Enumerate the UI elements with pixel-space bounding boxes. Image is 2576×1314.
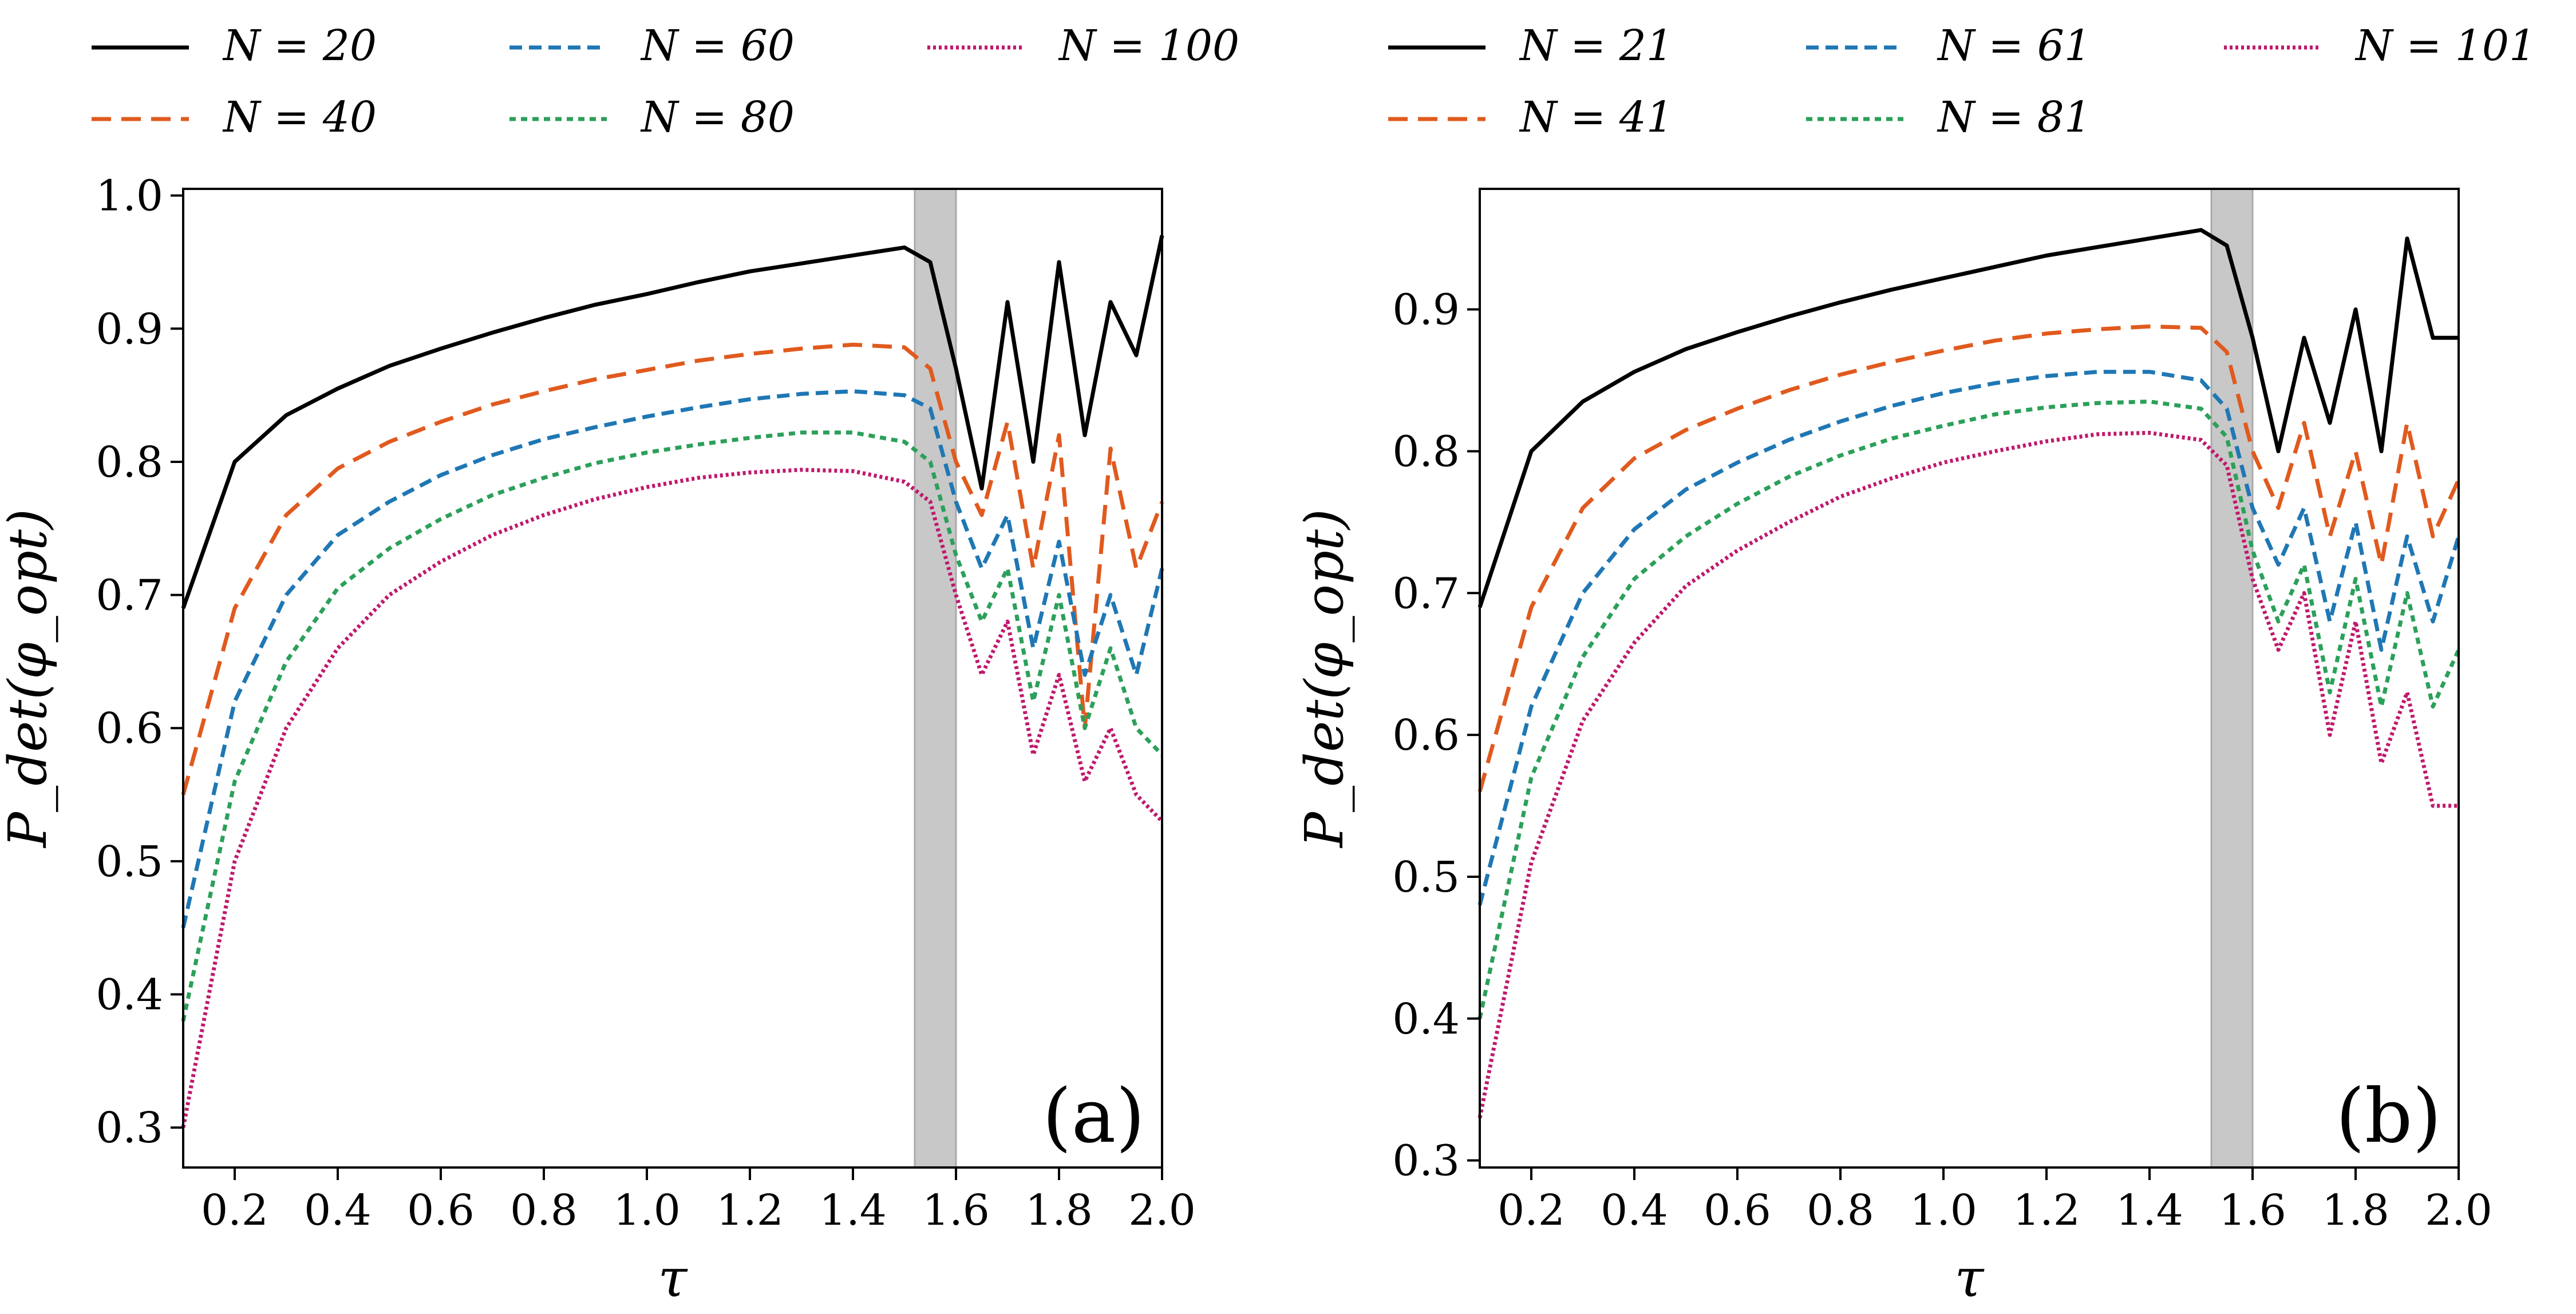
legend-label: N = 61 [1937,21,2091,70]
series-line-20 [181,235,1164,609]
plot-frame [1479,188,2460,1169]
y-tick-label: 0.8 [96,438,163,487]
x-axis-label: τ [658,1248,689,1309]
y-tick-label: 0.3 [1392,1137,1460,1186]
legend-entry: N = 40 [92,93,377,142]
x-tick-label: 0.6 [1704,1186,1771,1235]
x-tick-label: 1.0 [613,1186,681,1235]
series-line-40 [181,342,1164,795]
chart-panel-b: 0.2 0.4 0.6 0.8 1.0 1.2 1.4 1.6 1.8 2.0 0.3 0.4 0.5 0… [1294,21,2536,1309]
series-line-80 [181,430,1164,1022]
legend-entry: N = 80 [509,93,795,142]
x-tick-label: 1.2 [2013,1186,2080,1235]
x-tick-label: 0.8 [510,1186,578,1235]
y-tick-label: 0.4 [96,971,163,1020]
y-tick-label: 0.6 [96,704,163,753]
y-tick-label: 0.6 [1392,711,1460,760]
plot-frame [182,188,1163,1169]
series-line-101 [1477,430,2459,1118]
legend-label: N = 81 [1937,93,2091,142]
series-line-61 [1477,370,2461,906]
x-axis-label: τ [1955,1248,1985,1309]
x-tick-label: 2.0 [2425,1186,2492,1235]
series-line-60 [181,389,1164,928]
x-tick-label: 1.4 [819,1186,887,1235]
x-tick-label: 1.0 [1910,1186,1977,1235]
legend-entry: N = 60 [509,21,795,70]
panel-label: (a) [1042,1072,1145,1159]
panel-label: (b) [2336,1072,2441,1159]
y-tick-label: 0.9 [1392,286,1460,335]
y-tick-label: 0.5 [1392,853,1460,902]
x-tick-label: 0.4 [304,1186,372,1235]
y-tick-label: 0.9 [96,304,163,354]
y-axis-label: P_det(φ_opt) [1294,509,1355,849]
legend-entry: N = 100 [927,21,1239,70]
legend-label: N = 60 [640,21,795,70]
series-line-21 [1477,228,2459,608]
y-tick-label: 0.7 [1392,569,1460,618]
legend-entry: N = 20 [92,21,377,70]
x-tick-label: 1.6 [922,1186,990,1235]
x-tick-label: 0.2 [1498,1186,1565,1235]
legend-entry: N = 21 [1388,21,1673,70]
series-line-81 [1477,399,2461,1019]
legend-entry: N = 81 [1806,93,2091,142]
series-line-100 [181,468,1164,1128]
x-tick-label: 1.4 [2116,1186,2183,1235]
legend-label: N = 80 [640,93,795,142]
chart-panel-a: 0.2 0.4 0.6 0.8 1.0 1.2 1.4 1.6 1.8 2.0 0.3 0.4 0.5 0… [0,21,1239,1309]
legend-label: N = 21 [1519,21,1673,70]
legend-label: N = 100 [1058,21,1239,70]
y-tick-label: 0.5 [96,837,163,886]
x-tick-label: 0.2 [201,1186,268,1235]
x-tick-label: 0.4 [1601,1186,1668,1235]
x-tick-label: 0.8 [1807,1186,1874,1235]
series-line-41 [1477,324,2461,793]
legend-label: N = 41 [1519,93,1673,142]
legend-label: N = 20 [222,21,377,70]
shaded-band [2210,188,2254,1169]
shaded-band [914,188,957,1169]
x-tick-label: 1.8 [1025,1186,1093,1235]
legend-entry: N = 101 [2224,21,2536,70]
legend-label: N = 101 [2354,21,2536,70]
legend-entry: N = 61 [1806,21,2091,70]
x-tick-label: 2.0 [1128,1186,1196,1235]
y-tick-label: 1.0 [96,172,163,221]
y-tick-label: 0.4 [1392,995,1460,1044]
y-tick-label: 0.8 [1392,427,1460,476]
x-tick-label: 1.8 [2322,1186,2389,1235]
legend-label: N = 40 [222,93,377,142]
x-tick-label: 1.6 [2219,1186,2286,1235]
y-tick-label: 0.3 [96,1103,163,1153]
x-tick-label: 1.2 [716,1186,784,1235]
legend-entry: N = 41 [1388,93,1673,142]
x-tick-label: 0.6 [407,1186,475,1235]
y-axis-label: P_det(φ_opt) [0,509,58,849]
y-tick-label: 0.7 [96,571,163,620]
